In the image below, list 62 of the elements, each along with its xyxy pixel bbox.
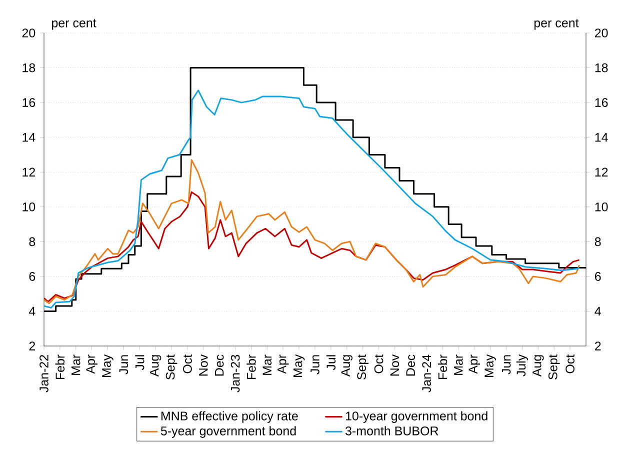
- y-tick-label: 10: [595, 202, 608, 212]
- x-tick-label: Sept: [166, 354, 178, 380]
- y2-tick-label: 20: [22, 28, 36, 38]
- y2-tick-label: 18: [22, 63, 36, 72]
- x-tick-label: Oct: [566, 354, 574, 374]
- x-tick-label: Aug: [532, 355, 544, 377]
- y2-tick-label: 6: [29, 272, 36, 281]
- y-tick-label: 4: [594, 306, 601, 316]
- y2-tick-label: 8: [29, 237, 36, 246]
- y2-tick-label: 10: [22, 202, 36, 212]
- x-tick-label: Sept: [548, 354, 560, 380]
- y2-tick-label: 12: [22, 168, 35, 176]
- x-tick-label: Febr: [55, 354, 65, 380]
- y2-tick-label: 16: [22, 98, 36, 107]
- line-series: [44, 159, 580, 304]
- y-tick-label: 8: [594, 237, 601, 246]
- y-tick-label: 12: [595, 168, 608, 176]
- x-tick-label: Febr: [438, 354, 448, 380]
- line-series: [44, 191, 580, 302]
- y2-tick-label: 2: [29, 342, 35, 350]
- x-tick-label: Apr: [468, 354, 480, 374]
- x-tick-label: Nov: [390, 354, 400, 376]
- y2-tick-label: 4: [28, 306, 36, 316]
- legend-label: 10-year government bond: [346, 411, 488, 423]
- x-tick-label: Mar: [72, 354, 80, 375]
- x-tick-label: Jan-24: [422, 354, 432, 392]
- x-tick-label: May: [484, 354, 496, 377]
- x-tick-label: Apr: [86, 354, 98, 374]
- x-tick-label: Oct: [374, 354, 384, 374]
- legend-label: 3-month BUBOR: [345, 426, 438, 436]
- x-tick-label: Oct: [183, 354, 192, 374]
- x-tick-label: Jan-22: [40, 355, 48, 392]
- x-tick-label: Mar: [454, 354, 463, 375]
- x-tick-label: Sept: [357, 354, 368, 380]
- y-tick-label: 14: [595, 133, 608, 142]
- y-tick-label: 18: [595, 63, 608, 72]
- x-tick-label: Nov: [199, 354, 208, 376]
- x-tick-label: Jul: [135, 355, 144, 370]
- legend-label: MNB effective policy rate: [161, 411, 298, 423]
- x-tick-label: Aug: [150, 355, 162, 377]
- x-tick-label: May: [293, 354, 305, 377]
- x-tick-label: Dec: [406, 354, 416, 376]
- x-tick-label: Jul: [326, 355, 336, 370]
- x-tick-label: Jun: [502, 355, 511, 374]
- y-tick-label: 16: [595, 98, 608, 107]
- x-tick-label: May: [102, 354, 114, 377]
- text: per cent: [52, 19, 96, 30]
- text: per cent: [534, 19, 579, 30]
- x-tick-label: Dec: [215, 354, 224, 376]
- y-tick-label: 20: [595, 28, 608, 38]
- x-tick-label: Aug: [341, 355, 352, 377]
- x-tick-label: Jun: [119, 355, 128, 374]
- x-tick-label: Jun: [310, 355, 320, 374]
- y-tick-label: 2: [595, 342, 601, 350]
- x-tick-label: July: [516, 354, 528, 376]
- legend-label: 5-year government bond: [160, 426, 296, 438]
- x-tick-label: Jan-23: [230, 354, 240, 392]
- y-tick-label: 6: [595, 272, 601, 281]
- x-tick-label: Apr: [278, 354, 289, 374]
- y2-tick-label: 14: [22, 133, 36, 142]
- x-tick-label: Febr: [246, 354, 256, 380]
- x-tick-label: Mar: [262, 354, 272, 375]
